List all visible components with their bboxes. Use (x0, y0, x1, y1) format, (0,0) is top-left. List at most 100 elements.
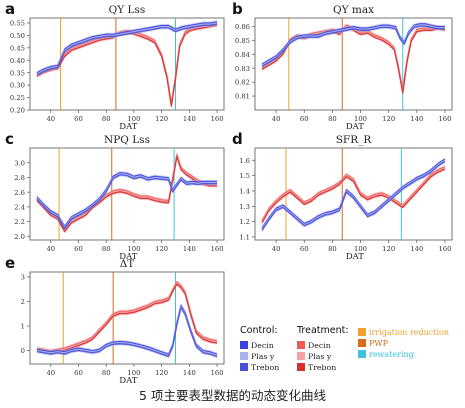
legend-irrigation-reduction-label: irrigation reduction (369, 328, 449, 337)
x-tick-label: 100 (127, 245, 140, 253)
legend-label-control: Plas y (251, 352, 275, 361)
control-series-line-3 (261, 25, 445, 68)
x-tick-label: 100 (354, 245, 367, 253)
x-tick-label: 100 (127, 369, 140, 377)
x-tick-label: 140 (410, 245, 423, 253)
x-tick-label: 80 (328, 245, 337, 253)
y-tick-label: 1.1 (239, 234, 250, 242)
x-axis-title: DAT (119, 252, 137, 262)
legend-swatch-control (240, 352, 248, 360)
figure-caption: 5 项主要表型数据的动态变化曲线 (139, 388, 326, 403)
x-tick-label: 160 (211, 115, 224, 123)
legend-rewatering-swatch (358, 350, 366, 358)
panel-letter: c (5, 130, 14, 148)
y-tick-label: 0.40 (10, 57, 25, 65)
y-tick-label: 0.45 (10, 44, 25, 52)
x-tick-label: 120 (382, 245, 395, 253)
control-series-line-2 (261, 24, 445, 66)
legend-irrigation-reduction-swatch (358, 328, 366, 336)
y-tick-label: 1.3 (239, 203, 250, 211)
panel-title: SFR_R (336, 134, 373, 146)
control-series-line-2 (36, 22, 218, 75)
y-tick-label: 2.8 (14, 174, 25, 182)
panel-e: e ΔT 3 2 1 0 40 60 80 100 120 140 160 DAT (5, 254, 225, 385)
y-tick-label: 2.6 (14, 189, 25, 197)
legend-label-control: Decin (251, 341, 274, 350)
legend-swatch-treatment (297, 341, 305, 349)
x-tick-label: 60 (74, 245, 83, 253)
x-tick-label: 80 (102, 369, 111, 377)
y-tick-label: 0.55 (10, 20, 25, 28)
y-tick-label: 0.82 (235, 79, 250, 87)
panel-letter: a (5, 0, 15, 18)
control-series-line-3 (36, 23, 218, 76)
x-tick-label: 80 (102, 245, 111, 253)
panel-c: c NPQ Lss 3.0 2.8 2.6 2.4 2.2 2.0 40 60 80 100 120 14… (5, 130, 225, 262)
x-tick-label: 160 (211, 245, 224, 253)
x-tick-label: 60 (300, 245, 309, 253)
legend-pwp-label: PWP (369, 339, 389, 348)
x-tick-label: 40 (272, 245, 281, 253)
y-tick-label: 0.86 (235, 23, 250, 31)
y-tick-label: 2 (21, 298, 25, 306)
treatment-series-line-3 (261, 168, 446, 224)
x-tick-label: 160 (438, 245, 451, 253)
figure: a QY Lss 0.55 0.50 0.45 0.40 0.35 0.30 0.25 0.20 4… (5, 0, 453, 385)
y-tick-label: 0.84 (235, 51, 250, 59)
legend-label-treatment: Decin (308, 341, 331, 350)
control-series-line-3 (36, 306, 218, 358)
x-axis-title: DAT (346, 252, 364, 262)
x-tick-label: 100 (354, 115, 367, 123)
x-tick-label: 60 (74, 369, 83, 377)
x-tick-label: 80 (102, 115, 111, 123)
plot-frame (254, 17, 453, 111)
panel-letter: e (5, 254, 15, 272)
y-tick-label: 1.2 (239, 218, 250, 226)
y-tick-label: 1.6 (239, 157, 250, 165)
panel-letter: d (232, 130, 243, 148)
x-tick-label: 60 (300, 115, 309, 123)
y-tick-label: 0.30 (10, 82, 25, 90)
legend-control-title: Control: (240, 325, 278, 336)
x-tick-label: 140 (183, 115, 196, 123)
y-tick-label: 0.25 (10, 94, 25, 102)
y-tick-label: 0.20 (10, 107, 25, 115)
treatment-series-line-1 (261, 166, 446, 221)
control-series-line-3 (36, 174, 218, 230)
y-tick-label: 1 (21, 323, 25, 331)
x-axis-title: DAT (346, 122, 364, 132)
x-tick-label: 40 (46, 245, 55, 253)
legend-rewatering-label: rewatering (369, 350, 414, 359)
y-tick-label: 0.50 (10, 32, 25, 40)
legend-swatch-treatment (297, 352, 305, 360)
x-tick-label: 40 (272, 115, 281, 123)
x-tick-label: 120 (155, 369, 168, 377)
panel-title: QY Lss (109, 4, 146, 16)
control-series-line-3 (261, 160, 446, 231)
panel-title: NPQ Lss (104, 134, 150, 146)
y-tick-label: 3.0 (14, 159, 25, 167)
y-tick-label: 0.81 (235, 93, 250, 101)
legend-label-treatment: Plas y (308, 352, 332, 361)
y-tick-label: 1.5 (239, 172, 250, 180)
x-tick-label: 120 (155, 245, 168, 253)
legend-swatch-control (240, 363, 248, 371)
legend-label-treatment: Trebon (308, 363, 336, 372)
x-tick-label: 80 (328, 115, 337, 123)
legend-swatch-treatment (297, 363, 305, 371)
x-tick-label: 140 (183, 245, 196, 253)
x-tick-label: 140 (410, 115, 423, 123)
x-tick-label: 120 (155, 115, 168, 123)
x-tick-label: 120 (382, 115, 395, 123)
x-tick-label: 160 (211, 369, 224, 377)
y-tick-label: 3 (21, 274, 25, 282)
treatment-series-line-2 (261, 167, 446, 222)
legend-swatch-control (240, 341, 248, 349)
x-tick-label: 40 (46, 369, 55, 377)
x-axis-title: DAT (119, 122, 137, 132)
x-tick-label: 100 (127, 115, 140, 123)
x-axis-title: DAT (119, 376, 137, 385)
control-series-band (262, 157, 445, 233)
panel-title: QY max (333, 4, 374, 16)
x-tick-label: 40 (46, 115, 55, 123)
